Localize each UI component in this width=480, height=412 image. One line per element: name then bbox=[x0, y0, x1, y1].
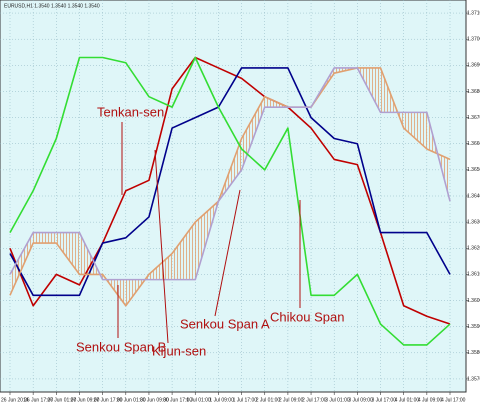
x-tick-label: 3 Jul 09:00 bbox=[348, 397, 373, 403]
y-tick-label: 1.3600 bbox=[467, 298, 480, 304]
series-line bbox=[9, 67, 451, 307]
x-tick-label: 2 Jul 17:00 bbox=[302, 397, 327, 403]
y-tick-label: 1.3710 bbox=[467, 10, 480, 16]
series-line bbox=[9, 56, 451, 325]
y-tick-label: 1.3700 bbox=[467, 37, 480, 43]
annotation: Kijun-sen bbox=[152, 343, 206, 358]
x-tick-label: 1 Jul 09:00 bbox=[209, 397, 234, 403]
x-tick-label: 30 Jun 17:00 bbox=[163, 397, 192, 403]
annotation: Tenkan-sen bbox=[97, 104, 164, 119]
x-tick-label: 26 Jun 17:00 bbox=[24, 397, 53, 403]
chart-title: EURUSD,H1 1.3540 1.3540 1.3540 1.3540 bbox=[4, 3, 100, 9]
x-tick-label: 2 Jul 01:00 bbox=[256, 397, 281, 403]
arrow bbox=[214, 189, 241, 317]
x-tick-label: 3 Jul 01:00 bbox=[325, 397, 350, 403]
y-tick-label: 1.3680 bbox=[467, 89, 480, 95]
x-tick-label: 1 Jul 01:00 bbox=[186, 397, 211, 403]
y-tick-label: 1.3570 bbox=[467, 376, 480, 382]
y-tick-label: 1.3690 bbox=[467, 63, 480, 69]
y-tick-label: 1.3610 bbox=[467, 272, 480, 278]
series-line bbox=[9, 67, 451, 297]
y-tick-label: 1.3650 bbox=[467, 167, 480, 173]
y-tick-label: 1.3630 bbox=[467, 219, 480, 225]
y-tick-label: 1.3580 bbox=[467, 350, 480, 356]
x-tick-label: 30 Jun 09:00 bbox=[140, 397, 169, 403]
annotation: Senkou Span B bbox=[76, 339, 166, 354]
x-tick-label: 27 Jun 09:00 bbox=[70, 397, 99, 403]
annotation: Chikou Span bbox=[270, 309, 344, 324]
lines bbox=[9, 56, 451, 346]
y-tick-label: 1.3640 bbox=[467, 193, 480, 199]
y-tick-label: 1.3620 bbox=[467, 246, 480, 252]
series-line bbox=[9, 56, 451, 346]
x-tick-label: 26 Jun 2014 bbox=[1, 397, 29, 403]
x-tick-label: 1 Jul 17:00 bbox=[233, 397, 258, 403]
y-tick-label: 1.3590 bbox=[467, 324, 480, 330]
x-tick-label: 2 Jul 09:00 bbox=[279, 397, 304, 403]
y-tick-label: 1.3660 bbox=[467, 141, 480, 147]
x-tick-label: 27 Jun 17:00 bbox=[94, 397, 123, 403]
series-line bbox=[9, 67, 451, 281]
x-tick-label: 4 Jul 09:00 bbox=[418, 397, 443, 403]
ticks: 1.3570 1.3580 1.3590 1.3600 1.3610 1.3620 1.36… bbox=[1, 10, 480, 403]
annotation: Senkou Span A bbox=[180, 316, 270, 331]
arrow bbox=[154, 149, 169, 344]
x-tick-label: 27 Jun 01:00 bbox=[47, 397, 76, 403]
x-tick-label: 30 Jun 01:00 bbox=[117, 397, 146, 403]
annotations: Tenkan-sen Senkou Span B Kijun-sen Senko… bbox=[76, 104, 344, 358]
x-tick-label: 4 Jul 01:00 bbox=[395, 397, 420, 403]
x-tick-label: 4 Jul 17:00 bbox=[441, 397, 466, 403]
x-tick-label: 3 Jul 17:00 bbox=[372, 397, 397, 403]
y-tick-label: 1.3670 bbox=[467, 115, 480, 121]
